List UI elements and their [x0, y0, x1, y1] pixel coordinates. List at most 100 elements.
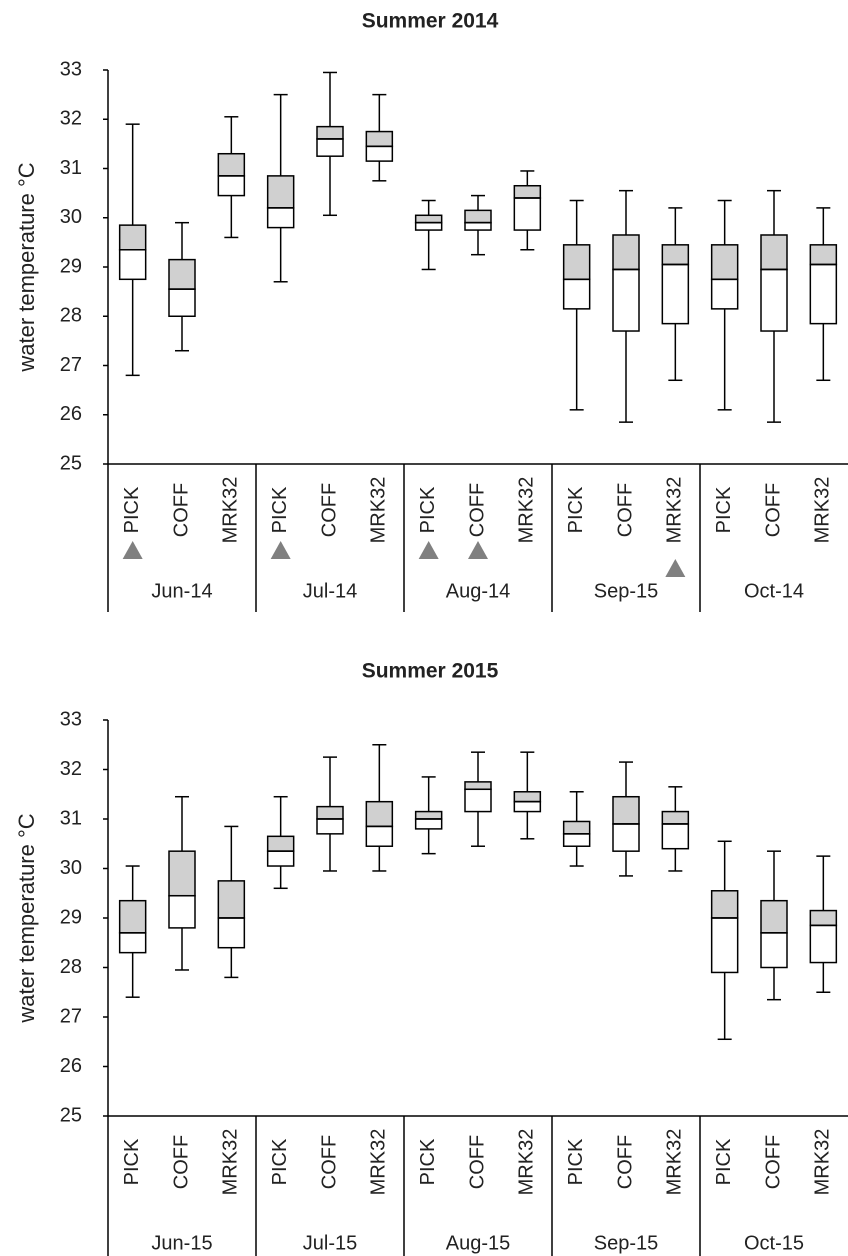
box-upper: [414, 214, 443, 224]
box-lower: [168, 288, 196, 318]
box-upper: [266, 835, 295, 852]
box-lower: [710, 917, 739, 974]
x-tick-label: PICK: [417, 1138, 439, 1185]
x-tick-label: MRK32: [812, 477, 834, 544]
x-tick-label: COFF: [762, 483, 784, 537]
group-label: Jun-14: [151, 580, 212, 602]
box-lower: [513, 800, 542, 813]
box-upper: [612, 234, 640, 271]
y-tick-label: 25: [60, 1104, 82, 1126]
box-lower: [118, 932, 147, 954]
y-tick-label: 29: [60, 255, 82, 277]
y-tick-label: 29: [60, 906, 82, 928]
box-lower: [661, 823, 690, 850]
x-tick-label: MRK32: [368, 1129, 390, 1196]
box-upper: [710, 890, 739, 919]
x-tick-label: COFF: [762, 1135, 784, 1189]
box-lower: [710, 278, 739, 310]
x-tick-label: MRK32: [220, 477, 242, 544]
box-upper: [316, 125, 344, 140]
x-tick-label: MRK32: [664, 1129, 686, 1196]
group-label: Oct-14: [744, 580, 804, 602]
box-lower: [562, 833, 591, 847]
box-upper: [266, 175, 295, 209]
box-upper: [414, 810, 443, 820]
x-tick-label: PICK: [713, 486, 735, 533]
box-upper: [464, 781, 492, 791]
box-lower: [513, 197, 542, 231]
x-tick-label: PICK: [417, 486, 439, 533]
box-upper: [513, 791, 542, 803]
significance-marker: [468, 541, 488, 559]
box-upper: [217, 152, 246, 177]
x-tick-label: COFF: [170, 1135, 192, 1189]
x-tick-label: PICK: [269, 1138, 291, 1185]
box-upper: [316, 805, 344, 820]
y-axis-label: water temperature °C: [14, 813, 39, 1023]
box-lower: [266, 207, 295, 229]
y-tick-label: 27: [60, 1005, 82, 1027]
chart-title: Summer 2014: [362, 10, 499, 33]
group-label: Aug-15: [446, 1232, 511, 1254]
x-tick-label: COFF: [318, 1135, 340, 1189]
x-tick-label: MRK32: [664, 477, 686, 544]
box-lower: [316, 138, 344, 157]
box-lower: [612, 268, 640, 332]
box-lower: [414, 221, 443, 231]
significance-marker: [270, 541, 291, 559]
y-axis-label: water temperature °C: [14, 162, 39, 372]
x-tick-label: PICK: [565, 1138, 587, 1185]
y-tick-label: 27: [60, 354, 82, 376]
box-lower: [464, 788, 492, 813]
box-upper: [760, 234, 788, 271]
y-tick-label: 26: [60, 1055, 82, 1077]
x-tick-label: COFF: [170, 483, 192, 537]
x-tick-label: MRK32: [516, 1129, 538, 1196]
y-tick-label: 28: [60, 956, 82, 978]
box-upper: [217, 880, 246, 919]
box-lower: [760, 268, 788, 332]
box-lower: [661, 263, 690, 325]
group-label: Jun-15: [151, 1232, 212, 1254]
box-upper: [168, 258, 196, 290]
box-upper: [118, 224, 147, 251]
x-tick-label: COFF: [318, 483, 340, 537]
box-upper: [809, 909, 838, 927]
x-tick-label: PICK: [565, 486, 587, 533]
box-upper: [118, 899, 147, 934]
x-tick-label: PICK: [269, 486, 291, 533]
significance-marker: [665, 559, 686, 577]
box-lower: [612, 823, 640, 852]
box-upper: [365, 800, 394, 828]
box-upper: [661, 810, 690, 825]
y-tick-label: 31: [60, 157, 82, 179]
y-tick-label: 26: [60, 403, 82, 425]
box-lower: [809, 924, 838, 964]
box-upper: [464, 209, 492, 224]
box-lower: [168, 894, 196, 929]
y-tick-label: 33: [60, 58, 82, 80]
x-tick-label: PICK: [713, 1138, 735, 1185]
y-tick-label: 30: [60, 857, 82, 879]
box-lower: [266, 850, 295, 867]
box-upper: [760, 899, 788, 934]
x-tick-label: MRK32: [220, 1129, 242, 1196]
y-tick-label: 32: [60, 758, 82, 780]
box-lower: [760, 932, 788, 969]
x-tick-label: MRK32: [516, 477, 538, 544]
y-tick-label: 33: [60, 708, 82, 730]
y-tick-label: 25: [60, 452, 82, 474]
group-label: Jul-14: [303, 580, 357, 602]
x-tick-label: MRK32: [812, 1129, 834, 1196]
box-lower: [118, 249, 147, 281]
y-tick-label: 32: [60, 108, 82, 130]
y-tick-label: 28: [60, 305, 82, 327]
box-lower: [217, 175, 246, 197]
significance-marker: [122, 541, 143, 559]
group-label: Aug-14: [446, 580, 511, 602]
x-tick-label: PICK: [121, 1138, 143, 1185]
box-lower: [809, 263, 838, 325]
box-lower: [414, 818, 443, 830]
box-upper: [612, 795, 640, 825]
